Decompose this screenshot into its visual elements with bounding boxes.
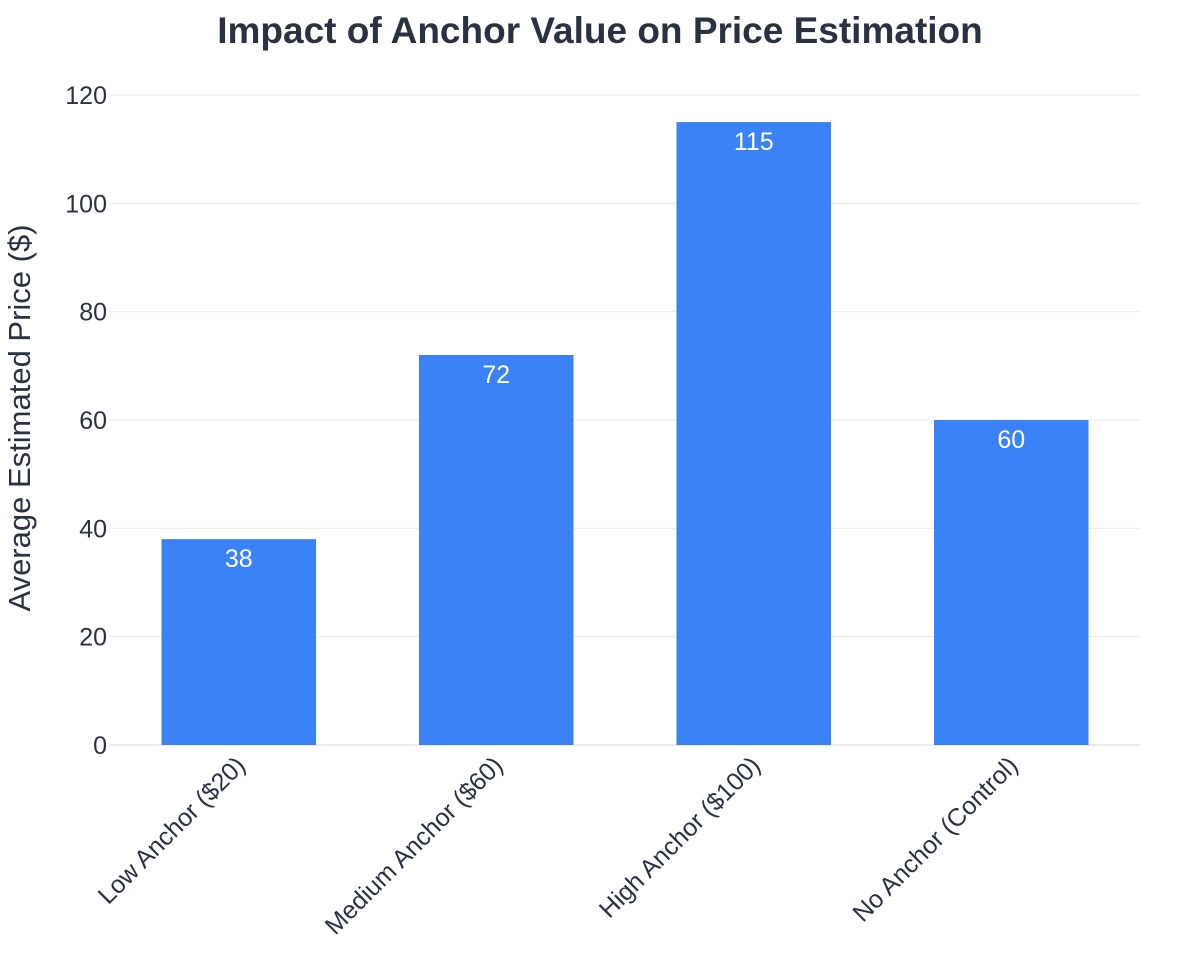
- bar: [161, 539, 316, 745]
- bar: [676, 122, 831, 746]
- y-tick-label: 0: [93, 732, 107, 760]
- x-axis-ticks: Low Anchor ($20) Medium Anchor ($60) High …: [93, 751, 1024, 940]
- y-axis-title: Average Estimated Price ($): [2, 224, 37, 611]
- y-tick-label: 100: [65, 190, 107, 218]
- x-tick-label: High Anchor ($100): [594, 751, 766, 923]
- y-tick-label: 20: [79, 624, 107, 652]
- bar-data-label: 60: [997, 426, 1025, 454]
- bars: 38 72 115 60: [161, 122, 1089, 746]
- bar-data-label: 72: [482, 361, 510, 389]
- y-tick-label: 40: [79, 515, 107, 543]
- bar-data-label: 115: [734, 128, 774, 156]
- y-axis-ticks: 0 20 40 60 80 100 120: [65, 82, 107, 760]
- x-tick-label: No Anchor (Control): [847, 751, 1023, 927]
- y-tick-label: 80: [79, 299, 107, 327]
- bar-data-label: 38: [225, 545, 253, 573]
- y-tick-label: 60: [79, 407, 107, 435]
- x-tick-label: Medium Anchor ($60): [320, 751, 509, 940]
- y-tick-label: 120: [65, 82, 107, 110]
- chart-title: Impact of Anchor Value on Price Estimati…: [217, 10, 983, 51]
- bar: [419, 355, 574, 745]
- x-tick-label: Low Anchor ($20): [93, 751, 251, 909]
- bar: [934, 420, 1089, 745]
